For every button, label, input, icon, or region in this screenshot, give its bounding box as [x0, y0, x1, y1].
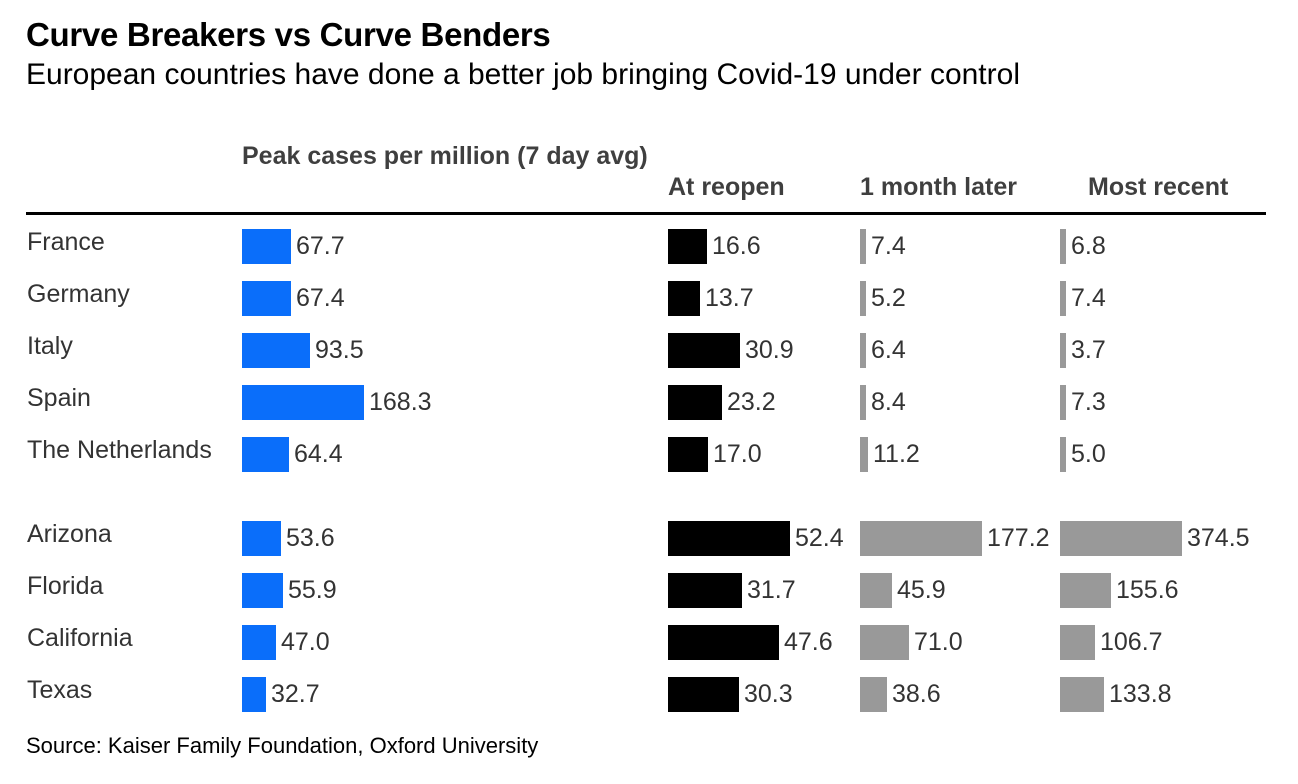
- bar-recent: [1060, 521, 1182, 556]
- value-label-month: 6.4: [871, 336, 906, 364]
- value-label-peak: 47.0: [281, 628, 330, 656]
- bar-reopen: [668, 229, 707, 264]
- column-header-recent: Most recent: [1088, 173, 1229, 201]
- bar-month: [860, 333, 866, 368]
- value-label-peak: 67.4: [296, 284, 345, 312]
- value-label-month: 177.2: [987, 524, 1050, 552]
- value-label-reopen: 31.7: [747, 576, 796, 604]
- row-label: Texas: [27, 676, 93, 704]
- bar-peak: [242, 385, 364, 420]
- value-label-recent: 374.5: [1187, 524, 1250, 552]
- chart-title: Curve Breakers vs Curve Benders: [26, 16, 551, 53]
- bar-recent: [1060, 281, 1066, 316]
- row-label: Italy: [27, 332, 73, 360]
- bar-reopen: [668, 625, 779, 660]
- bar-reopen: [668, 437, 708, 472]
- bar-peak: [242, 521, 281, 556]
- row-label: The Netherlands: [27, 436, 212, 464]
- bar-peak: [242, 625, 276, 660]
- value-label-recent: 106.7: [1100, 628, 1163, 656]
- value-label-recent: 7.4: [1071, 284, 1106, 312]
- value-label-month: 8.4: [871, 388, 906, 416]
- bar-peak: [242, 229, 291, 264]
- value-label-recent: 6.8: [1071, 232, 1106, 260]
- bar-month: [860, 521, 982, 556]
- value-label-peak: 53.6: [286, 524, 335, 552]
- value-label-peak: 55.9: [288, 576, 337, 604]
- row-label: Florida: [27, 572, 104, 600]
- row-label: Arizona: [27, 520, 112, 548]
- value-label-peak: 168.3: [369, 388, 432, 416]
- value-label-month: 7.4: [871, 232, 906, 260]
- column-header-month: 1 month later: [860, 173, 1017, 201]
- value-label-recent: 133.8: [1109, 680, 1172, 708]
- row-label: Spain: [27, 384, 91, 412]
- value-label-reopen: 47.6: [784, 628, 833, 656]
- value-label-reopen: 13.7: [705, 284, 754, 312]
- bar-peak: [242, 573, 283, 608]
- value-label-month: 71.0: [914, 628, 963, 656]
- bar-reopen: [668, 521, 790, 556]
- value-label-peak: 64.4: [294, 440, 343, 468]
- value-label-peak: 67.7: [296, 232, 345, 260]
- value-label-reopen: 52.4: [795, 524, 844, 552]
- column-header-peak: Peak cases per million (7 day avg): [242, 142, 648, 170]
- value-label-peak: 32.7: [271, 680, 320, 708]
- chart-subtitle: European countries have done a better jo…: [26, 58, 1020, 91]
- bar-month: [860, 385, 866, 420]
- column-header-reopen: At reopen: [668, 173, 785, 201]
- value-label-month: 11.2: [873, 440, 920, 468]
- row-label: Germany: [27, 280, 130, 308]
- bar-month: [860, 281, 866, 316]
- bar-recent: [1060, 573, 1111, 608]
- value-label-recent: 155.6: [1116, 576, 1179, 604]
- bar-recent: [1060, 333, 1066, 368]
- value-label-month: 38.6: [892, 680, 941, 708]
- bar-recent: [1060, 625, 1095, 660]
- value-label-reopen: 23.2: [727, 388, 776, 416]
- bar-month: [860, 677, 887, 712]
- value-label-month: 45.9: [897, 576, 946, 604]
- bar-reopen: [668, 333, 740, 368]
- bar-month: [860, 437, 868, 472]
- bar-reopen: [668, 281, 700, 316]
- bar-recent: [1060, 229, 1066, 264]
- bar-peak: [242, 333, 310, 368]
- value-label-reopen: 30.9: [745, 336, 794, 364]
- chart-source: Source: Kaiser Family Foundation, Oxford…: [26, 733, 539, 758]
- bar-recent: [1060, 437, 1066, 472]
- header-rule: [26, 212, 1266, 215]
- value-label-reopen: 17.0: [713, 440, 762, 468]
- bar-recent: [1060, 385, 1066, 420]
- bar-reopen: [668, 385, 722, 420]
- value-label-month: 5.2: [871, 284, 906, 312]
- value-label-reopen: 16.6: [712, 232, 761, 260]
- bar-month: [860, 625, 909, 660]
- value-label-recent: 3.7: [1071, 336, 1106, 364]
- row-label: France: [27, 228, 105, 256]
- bar-month: [860, 573, 892, 608]
- bar-recent: [1060, 677, 1104, 712]
- bar-peak: [242, 437, 289, 472]
- row-label: California: [27, 624, 133, 652]
- bar-reopen: [668, 573, 742, 608]
- value-label-recent: 7.3: [1071, 388, 1106, 416]
- bar-reopen: [668, 677, 739, 712]
- bar-month: [860, 229, 866, 264]
- value-label-recent: 5.0: [1071, 440, 1106, 468]
- value-label-peak: 93.5: [315, 336, 364, 364]
- value-label-reopen: 30.3: [744, 680, 793, 708]
- bar-peak: [242, 281, 291, 316]
- bar-peak: [242, 677, 266, 712]
